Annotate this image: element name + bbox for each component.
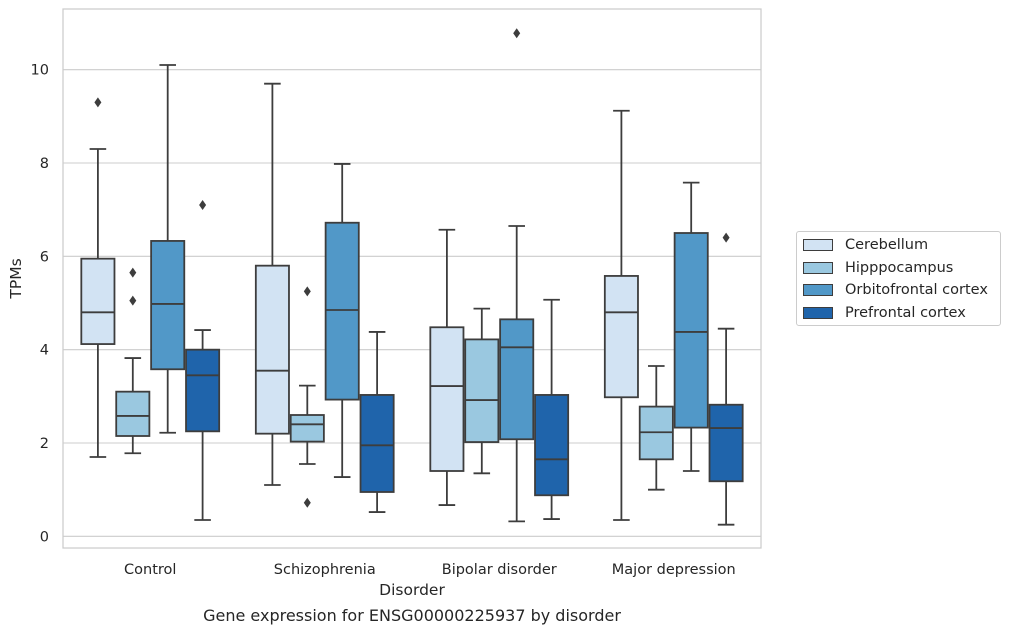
box-3-0	[185, 200, 221, 521]
outlier-point	[199, 200, 207, 210]
legend-swatch	[803, 239, 833, 251]
legend-item-hipppocampus: Hipppocampus	[803, 258, 953, 278]
x-tick-label: Schizophrenia	[274, 562, 376, 578]
box-iqr	[673, 232, 709, 429]
box-1-1	[289, 286, 325, 508]
outlier-point	[129, 267, 137, 278]
box-iqr	[359, 394, 395, 493]
outlier-point	[129, 295, 137, 306]
box-3-1	[359, 331, 395, 513]
outlier-point	[303, 286, 311, 297]
box-iqr	[324, 221, 360, 401]
x-tick-label: Major depression	[612, 562, 736, 578]
box-1-3	[638, 365, 674, 491]
box-iqr	[80, 257, 116, 345]
outlier-point	[303, 497, 311, 508]
box-iqr	[185, 348, 221, 433]
legend-item-prefrontal-cortex: Prefrontal cortex	[803, 303, 966, 323]
box-0-0	[80, 97, 116, 458]
x-tick-label: Control	[124, 562, 176, 578]
y-tick-label: 10	[31, 63, 49, 79]
x-tick-labels: Control Schizophrenia Bipolar disorder Majo…	[124, 562, 736, 578]
chart-title: Gene expression for ENSG00000225937 by d…	[203, 606, 621, 625]
y-tick-label: 6	[40, 249, 49, 265]
legend-item-orbitofrontal-cortex: Orbitofrontal cortex	[803, 280, 988, 300]
legend-swatch	[803, 307, 833, 319]
box-iqr	[429, 326, 465, 472]
box-0-2	[429, 228, 465, 506]
box-1-0	[115, 267, 151, 455]
box-iqr	[289, 414, 325, 443]
box-iqr	[603, 275, 639, 399]
y-axis-label: TPMs	[7, 258, 25, 299]
legend-swatch	[803, 284, 833, 296]
legend-swatch	[803, 262, 833, 274]
legend-label: Cerebellum	[845, 237, 929, 253]
outlier-point	[722, 232, 730, 243]
box-layer	[80, 28, 744, 526]
plot-frame	[62, 8, 762, 549]
y-tick-labels: 0 2 4 6 8 10	[31, 63, 49, 546]
y-tick-label: 4	[40, 343, 49, 359]
outlier-point	[94, 97, 102, 108]
box-iqr	[115, 390, 151, 437]
box-iqr	[254, 264, 290, 435]
y-tick-label: 8	[40, 156, 49, 172]
legend-item-cerebellum: Cerebellum	[803, 235, 928, 255]
box-2-1	[324, 163, 360, 478]
box-iqr	[499, 318, 535, 441]
legend-label: Prefrontal cortex	[845, 305, 966, 321]
box-0-3	[603, 109, 639, 521]
box-iqr	[534, 394, 570, 497]
outlier-point	[513, 28, 521, 39]
x-tick-label: Bipolar disorder	[442, 562, 557, 578]
box-3-3	[708, 232, 744, 526]
legend-label: Orbitofrontal cortex	[845, 282, 988, 298]
box-2-3	[673, 181, 709, 472]
box-2-0	[150, 64, 186, 434]
y-tick-label: 2	[40, 436, 49, 452]
box-iqr	[150, 240, 186, 371]
box-3-2	[534, 298, 570, 520]
box-2-2	[499, 28, 535, 523]
x-axis-label: Disorder	[379, 581, 445, 599]
y-tick-label: 0	[40, 529, 49, 545]
box-iqr	[708, 403, 744, 483]
legend: Cerebellum Hipppocampus Orbitofrontal co…	[796, 231, 1001, 326]
box-0-1	[254, 82, 290, 486]
box-1-2	[464, 307, 500, 475]
legend-label: Hipppocampus	[845, 260, 954, 276]
box-iqr	[464, 338, 500, 443]
